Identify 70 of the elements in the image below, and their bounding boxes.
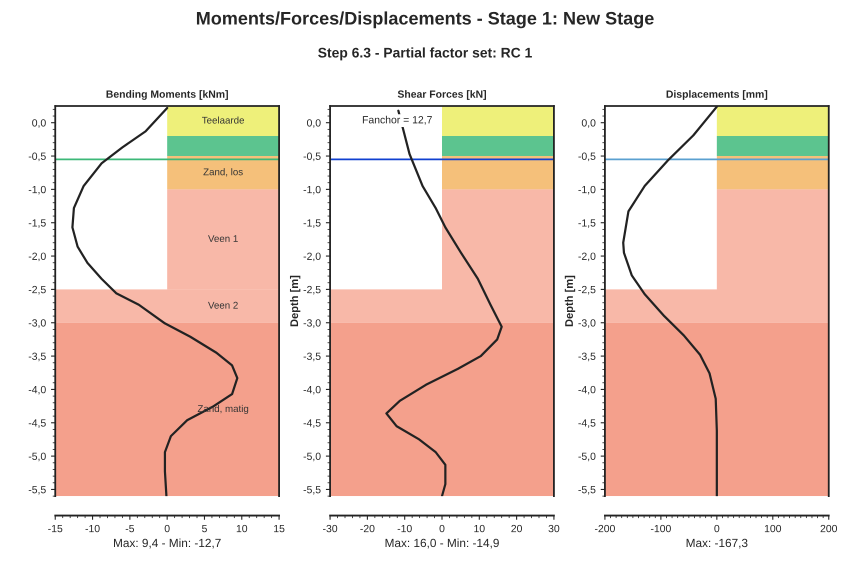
y-tick-label: -4,5 — [28, 419, 46, 428]
y-tick-label: -2,5 — [578, 286, 596, 295]
y-tick-label: -5,0 — [304, 452, 321, 462]
x-axis-title: Max: -167,3 — [686, 538, 748, 549]
text: Moments/Forces/Displacements - Stage 1: New Stage — [196, 11, 654, 28]
x-tick-label: 200 — [820, 524, 838, 532]
y-tick-label: -3,5 — [28, 352, 46, 362]
y-tick-label: -4,0 — [28, 386, 46, 395]
band-label: Teelaarde — [202, 116, 244, 124]
y-tick-label: -1,5 — [304, 219, 321, 228]
y-tick-label: -2,5 — [304, 286, 321, 295]
y-tick-label: -3,5 — [304, 352, 321, 362]
y-tick-label: -0,5 — [28, 152, 46, 162]
y-tick-label: -4,5 — [304, 419, 321, 428]
y-tick-label: 0,0 — [582, 119, 596, 128]
x-tick-label: 0 — [714, 524, 720, 532]
x-tick-label: -20 — [360, 524, 375, 532]
chart-title: Bending Moments [kNm] — [106, 90, 228, 100]
y-tick-label: -2,0 — [304, 252, 321, 262]
chart-title: Shear Forces [kN] — [398, 90, 486, 100]
band-label: Veen 1 — [208, 235, 238, 242]
y-tick-label: -1,5 — [578, 219, 596, 228]
chart-title: Displacements [mm] — [666, 90, 768, 100]
x-axis-title: Max: 16,0 - Min: -14,9 — [386, 538, 499, 549]
y-tick-label: -3,5 — [578, 352, 596, 362]
y-axis-title: Depth [m] — [564, 276, 576, 326]
band-label: Zand, los — [203, 168, 243, 176]
x-tick-label: -10 — [398, 524, 412, 532]
x-tick-label: 0 — [440, 524, 444, 532]
y-tick-label: -5,5 — [578, 486, 596, 495]
y-tick-label: -0,5 — [578, 152, 596, 162]
y-tick-label: 0,0 — [32, 119, 46, 128]
y-tick-label: -1,5 — [28, 219, 46, 228]
y-tick-label: 0,0 — [306, 119, 321, 128]
y-tick-label: -1,0 — [578, 186, 596, 194]
x-axis-title: Max: 9,4 - Min: -12,7 — [114, 538, 221, 549]
y-tick-label: -5,5 — [304, 486, 321, 495]
y-tick-label: -4,5 — [578, 419, 596, 428]
y-tick-label: -0,5 — [304, 152, 321, 162]
x-tick-label: -10 — [85, 524, 100, 532]
text: Step 6.3 - Partial factor set: RC 1 — [318, 47, 532, 60]
x-tick-label: 0 — [164, 524, 170, 532]
x-tick-label: -200 — [594, 524, 615, 532]
y-axis-title: Depth [m] — [290, 276, 300, 326]
x-tick-label: 15 — [274, 524, 284, 532]
y-tick-label: -2,0 — [28, 252, 46, 262]
x-tick-label: 20 — [511, 524, 522, 532]
x-tick-label: -100 — [650, 524, 671, 532]
x-tick-label: 30 — [548, 524, 560, 532]
x-tick-label: -30 — [323, 524, 338, 532]
y-tick-label: -5,0 — [28, 452, 46, 462]
x-tick-label: -5 — [126, 524, 134, 532]
y-tick-label: -3,0 — [28, 319, 46, 328]
y-tick-label: -3,0 — [304, 319, 321, 328]
annotation: Fanchor = 12,7 — [362, 116, 432, 125]
y-tick-label: -3,0 — [578, 319, 596, 328]
x-tick-label: -15 — [48, 524, 62, 532]
band-label: Veen 2 — [208, 302, 238, 309]
x-tick-label: 100 — [764, 524, 782, 532]
x-tick-label: 5 — [202, 524, 207, 532]
x-tick-label: 10 — [236, 524, 248, 532]
x-tick-label: 10 — [474, 524, 485, 532]
y-tick-label: -4,0 — [578, 386, 596, 395]
y-tick-label: -5,0 — [578, 452, 596, 462]
y-tick-label: -1,0 — [304, 186, 321, 194]
y-tick-label: -5,5 — [28, 486, 46, 495]
y-tick-label: -4,0 — [304, 386, 321, 395]
y-tick-label: -2,0 — [578, 252, 596, 262]
y-tick-label: -1,0 — [28, 186, 46, 194]
y-tick-label: -2,5 — [28, 286, 46, 295]
